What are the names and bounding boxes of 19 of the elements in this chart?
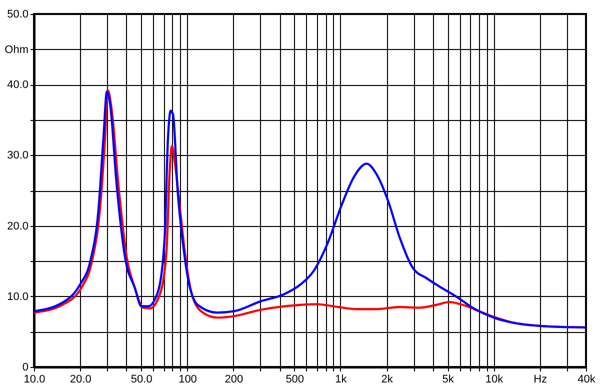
y-tick-label: 50.0 [7, 8, 28, 20]
x-tick-label: 2k [381, 374, 394, 386]
x-tick-label: 100 [178, 374, 197, 386]
y-tick-label: 40.0 [7, 79, 28, 92]
y-tick-label: 0 [22, 362, 28, 374]
y-tick-label: 30.0 [7, 150, 28, 162]
x-tick-label: 40k [578, 374, 596, 386]
x-tick-label: 1k [335, 374, 348, 386]
y-tick-label: 20.0 [7, 220, 28, 232]
y-tick-label: Ohm [4, 44, 28, 56]
x-tick-label: 10.0 [24, 374, 46, 386]
x-tick-label: 200 [224, 374, 244, 386]
y-tick-label: 10.0 [7, 290, 28, 303]
x-tick-label: 10k [485, 374, 504, 386]
x-tick-label: 50.0 [130, 374, 152, 386]
x-tick-label: Hz [534, 374, 548, 386]
x-tick-label: 20.0 [70, 374, 92, 386]
x-tick-label: 500 [286, 374, 304, 386]
x-tick-label: 5k [442, 374, 454, 386]
